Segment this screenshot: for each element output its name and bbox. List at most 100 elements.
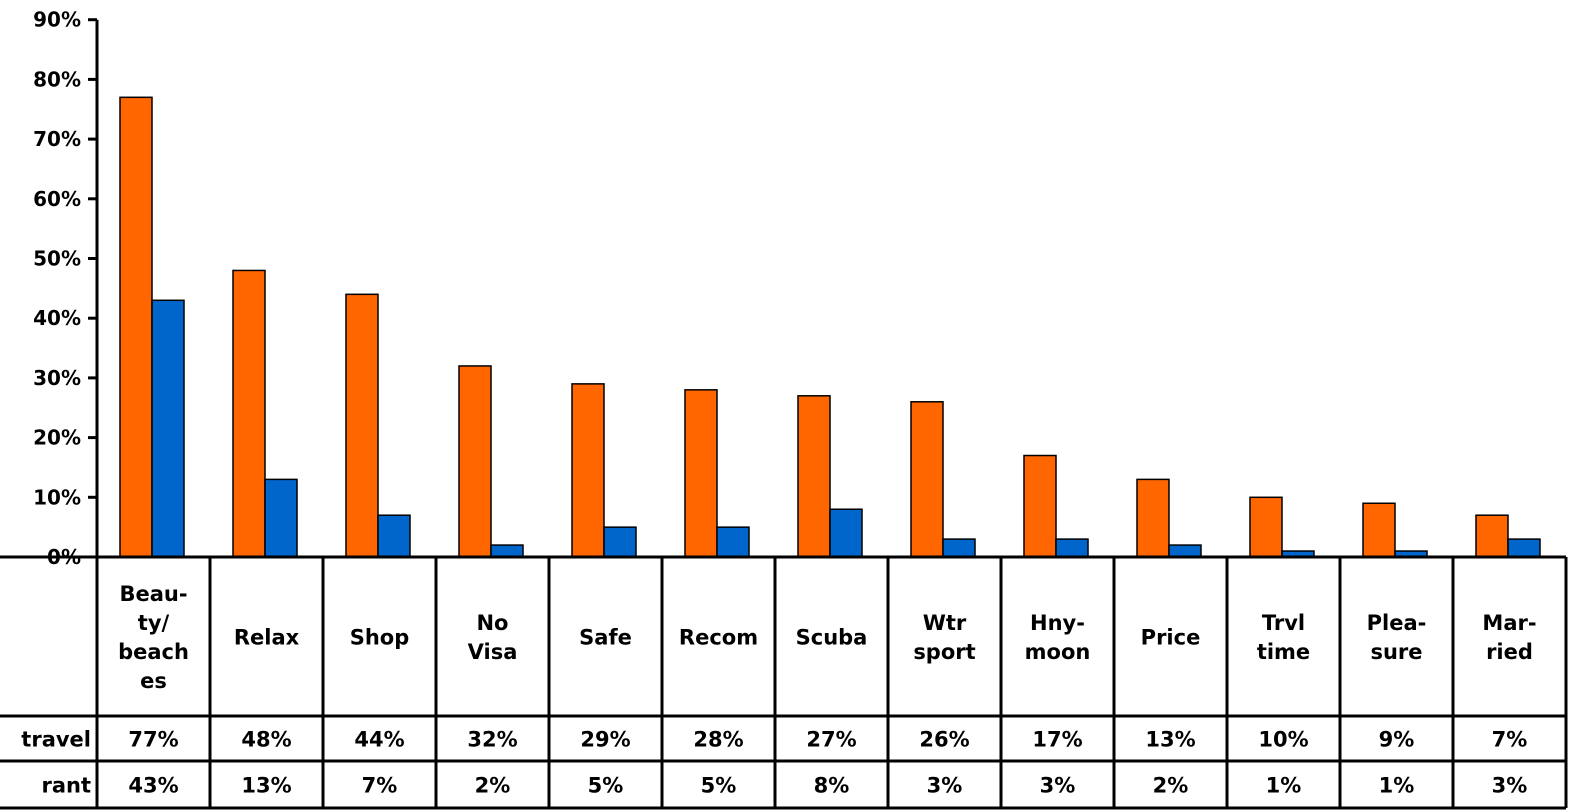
bar-travel-9 [1136, 478, 1170, 558]
category-label-line: sure [1370, 640, 1422, 664]
bar-rant-8 [1055, 538, 1089, 558]
row-header-travel: travel [21, 728, 91, 752]
bar-rant-4 [603, 526, 637, 558]
bar-rant-9 [1168, 544, 1202, 558]
category-label-4: Safe [579, 626, 632, 650]
category-label-line: moon [1025, 640, 1091, 664]
data-label-rant-1: 13% [241, 774, 291, 798]
data-label-travel-8: 17% [1032, 728, 1082, 752]
y-tick-label: 40% [33, 306, 81, 330]
category-label-12: Mar-ried [1482, 611, 1536, 664]
bar-rant-12 [1507, 538, 1541, 558]
category-label-9: Price [1141, 626, 1201, 650]
category-label-8: Hny-moon [1025, 611, 1091, 664]
category-label-5: Recom [679, 626, 758, 650]
bar-travel-2 [345, 293, 379, 558]
bar-travel-6 [797, 395, 831, 558]
data-label-rant-12: 3% [1492, 774, 1528, 798]
data-label-rant-5: 5% [701, 774, 737, 798]
category-label-2: Shop [350, 626, 410, 650]
data-label-rant-6: 8% [814, 774, 850, 798]
category-label-line: sport [913, 640, 975, 664]
row-header-rant: rant [41, 774, 91, 798]
bar-travel-7 [910, 401, 944, 558]
bar-travel-1 [232, 269, 266, 558]
data-label-rant-11: 1% [1379, 774, 1415, 798]
bar-rant-6 [829, 508, 863, 558]
category-label-7: Wtr sport [913, 611, 975, 664]
data-label-rant-10: 1% [1266, 774, 1302, 798]
data-label-travel-11: 9% [1379, 728, 1415, 752]
data-label-travel-6: 27% [806, 728, 856, 752]
category-label-3: No Visa [468, 611, 518, 664]
category-label-line: Scuba [796, 626, 868, 650]
category-label-0: Beau-ty/beach es [118, 582, 189, 693]
category-label-line: ried [1486, 640, 1533, 664]
category-label-line: Hny- [1030, 611, 1085, 635]
data-label-travel-10: 10% [1258, 728, 1308, 752]
data-label-rant-7: 3% [927, 774, 963, 798]
bar-rant-3 [490, 544, 524, 558]
data-label-travel-1: 48% [241, 728, 291, 752]
category-label-line: Recom [679, 626, 758, 650]
y-tick-label: 60% [33, 187, 81, 211]
category-label-line: Wtr [923, 611, 967, 635]
data-label-rant-2: 7% [362, 774, 398, 798]
category-label-line: Plea- [1367, 611, 1427, 635]
data-label-travel-4: 29% [580, 728, 630, 752]
category-label-11: Plea-sure [1367, 611, 1427, 664]
y-tick-label: 80% [33, 67, 81, 91]
data-label-rant-9: 2% [1153, 774, 1189, 798]
y-tick-label: 90% [33, 8, 81, 32]
data-label-rant-8: 3% [1040, 774, 1076, 798]
category-label-line: time [1257, 640, 1310, 664]
bar-rant-2 [377, 514, 411, 558]
category-label-line: ty/ [138, 611, 170, 635]
data-label-rant-4: 5% [588, 774, 624, 798]
y-axis: 0%10%20%30%40%50%60%70%80%90% [33, 8, 99, 569]
data-table: Beau-ty/beach es Relax Shop No Visa Safe Recom S… [0, 555, 1568, 810]
bar-travel-12 [1475, 514, 1509, 558]
data-label-travel-9: 13% [1145, 728, 1195, 752]
data-label-travel-12: 7% [1492, 728, 1528, 752]
category-label-10: Trvl time [1257, 611, 1310, 664]
data-label-rant-3: 2% [475, 774, 511, 798]
y-tick-label: 20% [33, 426, 81, 450]
data-label-travel-0: 77% [128, 728, 178, 752]
y-tick-label: 10% [33, 485, 81, 509]
data-label-rant-0: 43% [128, 774, 178, 798]
bar-travel-8 [1023, 454, 1057, 558]
bar-travel-4 [571, 383, 605, 558]
bar-rant-7 [942, 538, 976, 558]
data-label-travel-3: 32% [467, 728, 517, 752]
category-label-6: Scuba [796, 626, 868, 650]
category-label-line: Trvl [1262, 611, 1305, 635]
bars-layer [119, 96, 1541, 558]
data-label-travel-7: 26% [919, 728, 969, 752]
category-label-line: No [476, 611, 508, 635]
y-tick-label: 50% [33, 247, 81, 271]
bar-travel-5 [684, 389, 718, 558]
category-label-line: Relax [234, 626, 300, 650]
bar-travel-11 [1362, 502, 1396, 558]
bar-travel-3 [458, 365, 492, 558]
bar-rant-0 [151, 299, 185, 558]
bar-rant-1 [264, 478, 298, 558]
bar-rant-5 [716, 526, 750, 558]
y-tick-label: 30% [33, 366, 81, 390]
category-label-line: beach [118, 640, 189, 664]
category-label-line: Price [1141, 626, 1201, 650]
category-label-line: Visa [468, 640, 518, 664]
bar-travel-10 [1249, 496, 1283, 558]
category-label-line: Beau- [119, 582, 187, 606]
category-label-line: es [140, 669, 167, 693]
data-label-travel-5: 28% [693, 728, 743, 752]
category-label-line: Mar- [1482, 611, 1536, 635]
category-label-1: Relax [234, 626, 300, 650]
category-label-line: Shop [350, 626, 410, 650]
category-label-line: Safe [579, 626, 632, 650]
y-tick-label: 70% [33, 127, 81, 151]
bar-travel-0 [119, 96, 153, 558]
data-label-travel-2: 44% [354, 728, 404, 752]
